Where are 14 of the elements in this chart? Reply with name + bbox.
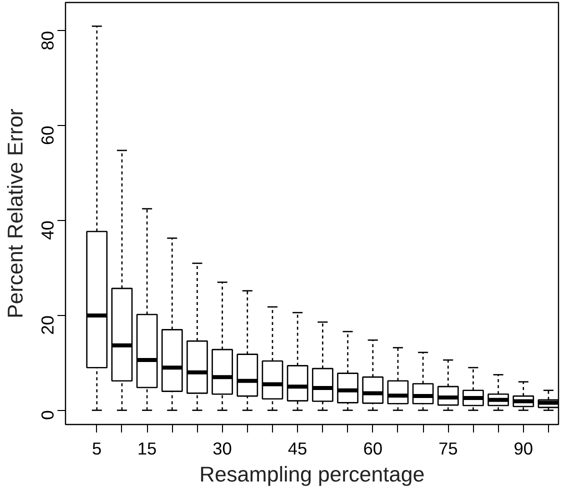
x-tick-label: 30 [212,438,232,458]
y-axis-title: Percent Relative Error [4,108,28,318]
y-tick-label: 40 [38,220,58,240]
x-tick-label: 15 [137,438,157,458]
x-axis-title: Resampling percentage [199,462,425,486]
x-tick-label: 90 [514,438,534,458]
x-tick-label: 45 [288,438,308,458]
y-tick-label: 0 [38,410,58,420]
x-tick-label: 60 [363,438,382,458]
y-tick-label: 80 [38,30,58,50]
y-tick-label: 20 [38,315,58,335]
x-tick-label: 5 [92,438,102,458]
x-tick-label: 75 [438,438,458,458]
y-tick-label: 60 [38,126,58,146]
